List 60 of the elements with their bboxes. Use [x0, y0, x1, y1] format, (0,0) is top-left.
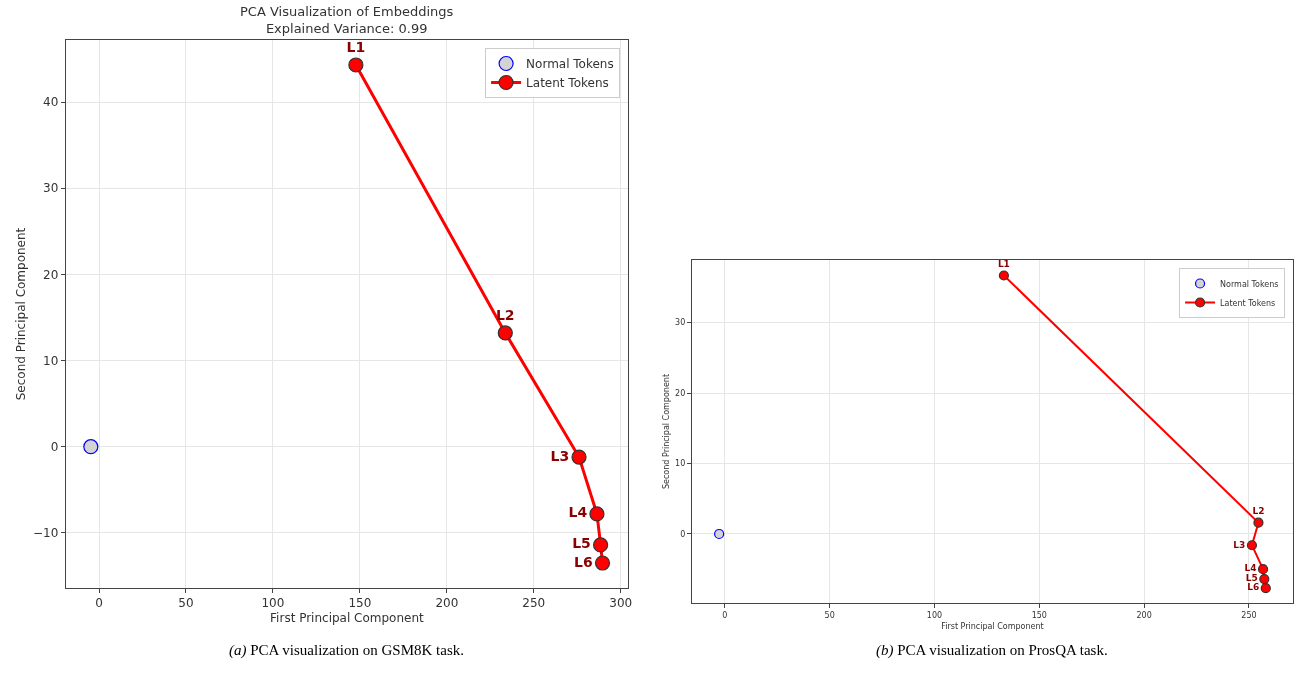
- legend-label: Normal Tokens: [1220, 279, 1279, 289]
- x-tick-label: 150: [1031, 610, 1047, 620]
- x-tick-label: 250: [1241, 610, 1257, 620]
- x-tick-label: 300: [609, 596, 633, 611]
- data-label: L1: [346, 38, 366, 55]
- data-label: L5: [572, 535, 591, 552]
- point: [571, 449, 587, 465]
- data-label: L3: [1233, 539, 1246, 550]
- data-label: L6: [574, 553, 593, 570]
- point: [1259, 573, 1270, 585]
- point: [714, 528, 725, 540]
- point: [998, 270, 1009, 281]
- data-label: L4: [568, 504, 588, 521]
- y-tick-label: 40: [43, 95, 59, 110]
- x-tick-label: 250: [522, 596, 546, 611]
- x-axis-title: First Principal Component: [270, 611, 425, 626]
- point: [1246, 540, 1258, 551]
- x-tick-label: 100: [926, 610, 943, 620]
- x-tick-label: 200: [435, 596, 459, 611]
- x-tick-label: 0: [95, 596, 103, 611]
- y-tick-label: 20: [675, 388, 686, 398]
- point: [593, 537, 609, 553]
- x-tick-label: 150: [348, 596, 372, 611]
- y-tick-label: 30: [43, 181, 59, 196]
- point: [348, 57, 364, 73]
- data-label: L1: [997, 258, 1010, 269]
- x-tick-label: 100: [261, 596, 285, 611]
- y-tick-label: −10: [33, 526, 59, 541]
- data-label: L4: [1244, 563, 1257, 574]
- point: [589, 506, 605, 522]
- data-label: L6: [1247, 582, 1260, 593]
- x-tick-label: 200: [1136, 610, 1152, 620]
- y-tick-label: 20: [43, 267, 59, 282]
- legend-label: Normal Tokens: [526, 57, 614, 72]
- y-tick-label: 30: [675, 318, 686, 328]
- data-label: L2: [495, 306, 515, 323]
- y-tick-label: 0: [680, 529, 686, 539]
- y-tick-label: 10: [43, 353, 59, 368]
- data-label: L3: [550, 447, 570, 464]
- point: [83, 439, 99, 455]
- data-label: L5: [1245, 573, 1258, 584]
- point: [497, 325, 513, 341]
- point: [594, 555, 611, 571]
- point: [1253, 517, 1264, 528]
- data-label: L2: [1252, 505, 1265, 516]
- y-axis-title: Second Principal Component: [14, 227, 29, 401]
- x-tick-label: 50: [824, 610, 835, 620]
- x-tick-label: 0: [722, 610, 728, 620]
- y-tick-label: 10: [675, 459, 686, 469]
- y-tick-label: 0: [50, 439, 59, 454]
- x-tick-label: 50: [178, 596, 194, 611]
- y-axis-title: Second Principal Component: [661, 373, 671, 490]
- text: (a) PCA visualization on GSM8K task.: [229, 642, 465, 659]
- point: [1257, 564, 1269, 575]
- chart-title: PCA Visualization of Embeddings Explained Variance: 0.99: [240, 4, 454, 36]
- point: [1260, 583, 1271, 594]
- x-axis-title: First Principal Component: [941, 621, 1044, 631]
- legend-label: Latent Tokens: [526, 76, 609, 91]
- text: (b) PCA visualization on ProsQA task.: [876, 642, 1108, 659]
- legend-label: Latent Tokens: [1220, 298, 1276, 308]
